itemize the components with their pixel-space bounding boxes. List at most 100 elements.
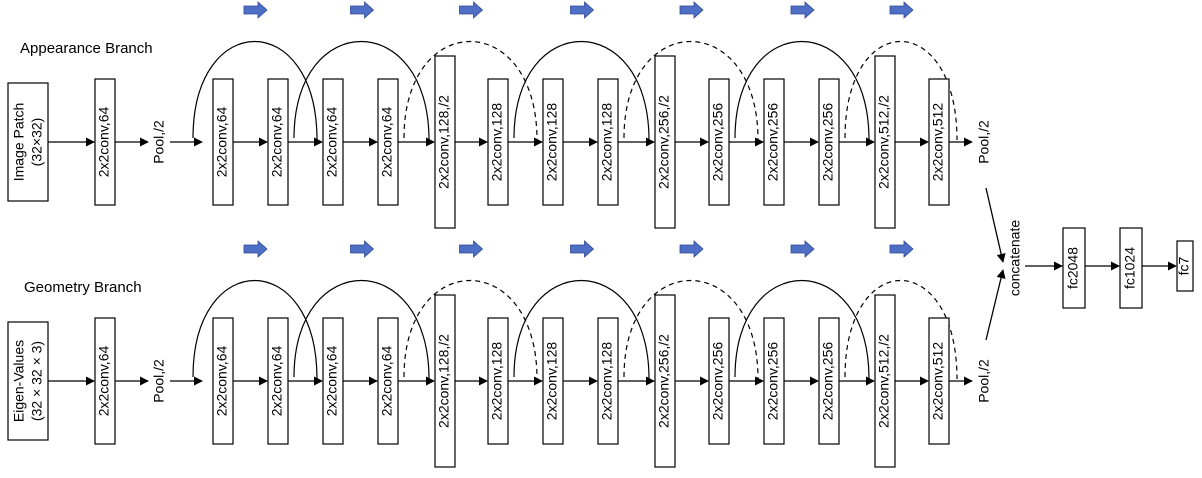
conv-label: 2x2conv,128,/2	[436, 334, 452, 428]
skip-connection	[403, 40, 538, 141]
conv-box	[763, 317, 785, 445]
input-box	[7, 321, 49, 441]
shortcut-arrow-icon	[350, 1, 375, 19]
conv-label: 2x2conv,128	[599, 342, 615, 421]
skip-connection	[623, 279, 759, 380]
conv-box	[542, 78, 564, 206]
conv-label: 2x2conv,64	[269, 107, 285, 178]
fc-box	[1119, 227, 1143, 309]
skip-connection	[293, 279, 430, 380]
conv-label: 2x2conv,64	[379, 346, 395, 417]
conv-label: 2x2conv,64	[214, 107, 230, 178]
conv-label: 2x2conv,256	[710, 103, 726, 182]
pool-label: Pool,/2	[976, 120, 992, 164]
concatenate-label: concatenate	[1007, 220, 1023, 296]
conv-box	[542, 317, 564, 445]
skip-connection	[192, 279, 318, 380]
conv-box	[212, 317, 234, 445]
conv-box	[654, 55, 676, 229]
fc-label: fc7	[1176, 256, 1192, 275]
shortcut-arrow-icon	[459, 240, 484, 258]
conv-box	[818, 317, 840, 445]
conv-box	[267, 317, 289, 445]
conv-label: 2x2conv,256,/2	[656, 95, 672, 189]
conv-label: 2x2conv,128	[544, 342, 560, 421]
pool-label: Pool,/2	[976, 359, 992, 403]
conv-label: 2x2conv,64	[96, 107, 112, 178]
skip-connection	[403, 279, 538, 380]
skip-connection	[734, 279, 870, 380]
conv-label: 2x2conv,512	[930, 103, 946, 182]
conv-box	[487, 317, 509, 445]
conv-label: 2x2conv,64	[214, 346, 230, 417]
conv-label: 2x2conv,64	[379, 107, 395, 178]
shortcut-arrow-icon	[889, 1, 914, 19]
conv-label: 2x2conv,512	[930, 342, 946, 421]
skip-connection	[623, 40, 759, 141]
skip-connection	[734, 40, 870, 141]
skip-connection	[844, 279, 958, 380]
conv-box	[874, 55, 896, 229]
input-label: Image Patch	[11, 103, 27, 182]
conv-box	[708, 78, 730, 206]
shortcut-arrow-icon	[889, 240, 914, 258]
conv-label: 2x2conv,128	[544, 103, 560, 182]
conv-box	[763, 78, 785, 206]
branch-title: Geometry Branch	[24, 279, 142, 296]
fc-box	[1062, 227, 1086, 309]
conv-label: 2x2conv,512,/2	[876, 95, 892, 189]
pool-label: Pool,/2	[151, 359, 167, 403]
shortcut-arrow-icon	[350, 240, 375, 258]
conv-label: 2x2conv,128	[489, 103, 505, 182]
fc-box	[1176, 240, 1194, 292]
input-label: Eigen-Values	[11, 340, 27, 422]
conv-box	[654, 294, 676, 468]
shortcut-arrow-icon	[570, 240, 595, 258]
conv-label: 2x2conv,64	[324, 346, 340, 417]
fc-label: fc2048	[1065, 247, 1081, 289]
pool-label: Pool,/2	[151, 120, 167, 164]
conv-box	[928, 78, 950, 206]
conv-box	[377, 317, 399, 445]
conv-box	[434, 294, 456, 468]
conv-box	[597, 78, 619, 206]
conv-box	[708, 317, 730, 445]
merge-arrow	[985, 269, 1006, 341]
conv-box	[928, 317, 950, 445]
skip-connection	[192, 40, 318, 141]
shortcut-arrow-icon	[790, 240, 815, 258]
conv-label: 2x2conv,512,/2	[876, 334, 892, 428]
conv-label: 2x2conv,256	[765, 103, 781, 182]
conv-box	[322, 78, 344, 206]
conv-box	[818, 78, 840, 206]
conv-label: 2x2conv,64	[269, 346, 285, 417]
conv-box	[212, 78, 234, 206]
skip-connection	[513, 40, 650, 141]
conv-box	[874, 294, 896, 468]
conv-box	[267, 78, 289, 206]
shortcut-arrow-icon	[459, 1, 484, 19]
input-shape-label: (32×32)	[29, 118, 45, 167]
conv-box	[597, 317, 619, 445]
conv-label: 2x2conv,64	[96, 346, 112, 417]
shortcut-arrow-icon	[679, 240, 704, 258]
skip-connection	[293, 40, 430, 141]
conv-box	[434, 55, 456, 229]
conv-label: 2x2conv,256,/2	[656, 334, 672, 428]
branch-title: Appearance Branch	[20, 40, 153, 57]
conv-label: 2x2conv,256	[820, 342, 836, 421]
input-shape-label: (32 × 32 × 3)	[29, 341, 45, 421]
shortcut-arrow-icon	[243, 1, 268, 19]
shortcut-arrow-icon	[570, 1, 595, 19]
conv-box	[322, 317, 344, 445]
conv-box	[377, 78, 399, 206]
conv-label: 2x2conv,256	[820, 103, 836, 182]
conv-box	[94, 78, 116, 206]
skip-connection	[513, 279, 650, 380]
conv-label: 2x2conv,256	[710, 342, 726, 421]
shortcut-arrow-icon	[243, 240, 268, 258]
fc-label: fc1024	[1122, 247, 1138, 289]
conv-label: 2x2conv,128,/2	[436, 95, 452, 189]
